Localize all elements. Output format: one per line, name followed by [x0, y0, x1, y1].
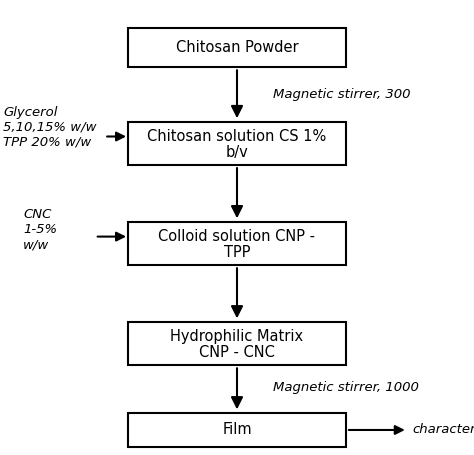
Text: Chitosan Powder: Chitosan Powder: [176, 40, 298, 55]
Text: TPP: TPP: [224, 245, 250, 260]
FancyBboxPatch shape: [128, 121, 346, 165]
Text: Hydrophilic Matrix: Hydrophilic Matrix: [171, 329, 303, 344]
Text: CNC
1-5%
w/w: CNC 1-5% w/w: [23, 208, 57, 251]
FancyBboxPatch shape: [128, 413, 346, 447]
Text: b/v: b/v: [226, 145, 248, 160]
Text: Chitosan solution CS 1%: Chitosan solution CS 1%: [147, 129, 327, 144]
Text: Colloid solution CNP -: Colloid solution CNP -: [158, 229, 316, 244]
Text: characterizes: characterizes: [412, 424, 474, 436]
FancyBboxPatch shape: [128, 28, 346, 67]
FancyBboxPatch shape: [128, 322, 346, 365]
Text: Film: Film: [222, 423, 252, 437]
Text: Magnetic stirrer, 300: Magnetic stirrer, 300: [273, 88, 410, 101]
Text: Magnetic stirrer, 1000: Magnetic stirrer, 1000: [273, 381, 419, 394]
FancyBboxPatch shape: [128, 222, 346, 265]
Text: Glycerol
5,10,15% w/w
TPP 20% w/w: Glycerol 5,10,15% w/w TPP 20% w/w: [3, 106, 97, 149]
Text: CNP - CNC: CNP - CNC: [199, 345, 275, 360]
